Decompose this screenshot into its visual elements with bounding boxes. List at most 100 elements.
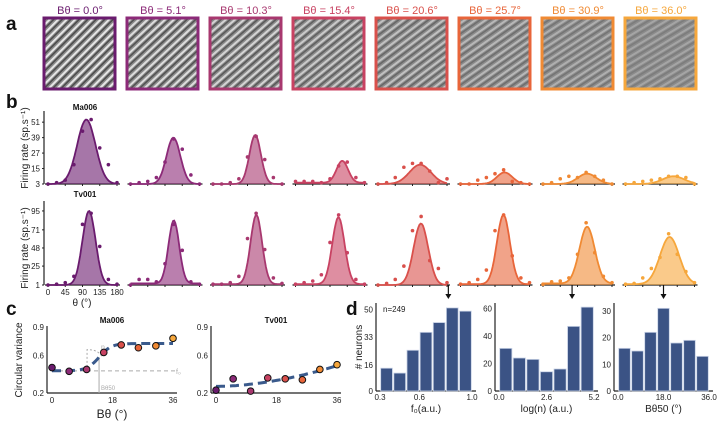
histogram-bar	[446, 307, 459, 392]
tuning-data-point	[254, 211, 258, 216]
slope-guide	[86, 349, 103, 371]
c-data-point	[169, 334, 177, 343]
histogram-bar	[499, 347, 513, 392]
d-ytick-label: 20	[483, 360, 492, 369]
tuning-data-point	[445, 177, 449, 181]
tuning-data-point	[419, 161, 423, 166]
panel-c-circular-variance: Ma006 0.2 0.6 0.9 0 18 36 n f₀ Bθ50 Tv001 0.2 0.6 0.9…	[14, 316, 342, 421]
tuning-data-point	[336, 213, 341, 217]
b-ytick-label: 48	[31, 244, 40, 253]
d-ytick-label: 10	[602, 360, 611, 369]
tuning-data-point	[640, 179, 645, 184]
stimulus-image	[540, 16, 615, 91]
tuning-data-point	[610, 182, 614, 186]
tuning-data-point	[154, 280, 159, 284]
tuning-data-point	[80, 222, 85, 227]
tuning-data-point	[393, 277, 398, 282]
tuning-data-point	[237, 274, 241, 279]
tuning-data-point	[211, 182, 215, 186]
tuning-data-point	[436, 266, 441, 271]
c-xtick-label: 18	[108, 396, 117, 405]
tuning-data-point	[280, 281, 284, 286]
c-data-point	[281, 375, 290, 383]
histogram-bar	[631, 350, 644, 392]
tuning-data-point	[510, 254, 515, 258]
tuning-data-point	[362, 180, 367, 185]
tuning-data-point	[458, 182, 463, 186]
stimulus-image	[374, 16, 449, 91]
d-xtick-label: 0.0	[612, 393, 624, 402]
tuning-data-point	[467, 182, 471, 186]
tuning-fit-curve	[460, 171, 530, 185]
tuning-data-point	[376, 283, 380, 287]
histogram-bar	[512, 357, 526, 392]
tuning-data-point	[632, 180, 636, 185]
d-xtick-label: 0.0	[493, 393, 505, 402]
c-data-point	[152, 342, 160, 350]
tuning-data-point	[137, 277, 141, 282]
tuning-data-point	[467, 280, 471, 285]
tuning-data-point	[293, 282, 298, 287]
tuning-data-point	[692, 280, 697, 285]
tuning-data-point	[649, 178, 654, 182]
tuning-data-point	[128, 182, 133, 186]
tuning-data-point	[197, 182, 202, 186]
tuning-data-point	[115, 282, 119, 287]
tuning-data-point	[145, 277, 150, 282]
c-data-point	[117, 341, 126, 349]
tuning-data-point	[519, 276, 523, 280]
tuning-data-point	[623, 282, 628, 287]
histogram-bar	[618, 347, 631, 392]
tuning-fit-curve	[543, 225, 613, 285]
tuning-data-point	[97, 244, 102, 249]
panel-label-a: a	[6, 14, 17, 35]
c-xlabel: Bθ (°)	[97, 407, 128, 421]
tuning-data-point	[106, 277, 111, 282]
tuning-data-point	[402, 165, 406, 170]
tuning-data-point	[197, 282, 202, 287]
tuning-data-point	[666, 174, 671, 179]
tuning-data-point	[54, 282, 59, 287]
d-xtick-label: 0.3	[374, 393, 386, 402]
histogram-bar	[696, 355, 709, 392]
c-ytick-label: 0.6	[33, 351, 45, 360]
histogram-bar	[406, 349, 420, 392]
tuning-data-point	[302, 179, 306, 184]
b-xtick-label: 45	[61, 288, 70, 297]
c-data-point	[65, 367, 73, 376]
c-data-point	[134, 343, 143, 352]
tuning-data-point	[106, 162, 111, 167]
c-data-point	[229, 375, 237, 383]
c-ytick-label: 0.9	[197, 323, 209, 332]
tuning-fit-curve	[295, 216, 365, 286]
median-arrowhead-icon	[569, 294, 576, 299]
tuning-data-point	[228, 280, 233, 285]
histogram-bar	[526, 358, 540, 392]
stimulus-label: Bθ = 25.7°	[469, 5, 521, 17]
tuning-data-point	[293, 179, 298, 184]
tuning-data-point	[219, 282, 224, 287]
d-xlabel: f₀(a.u.)	[411, 404, 441, 415]
tuning-data-point	[410, 228, 415, 233]
b-ytick-label: 71	[31, 226, 40, 235]
d-xtick-label: 2.6	[541, 393, 553, 402]
tuning-data-point	[163, 261, 167, 266]
tuning-data-point	[567, 276, 571, 280]
tuning-data-point	[63, 280, 68, 285]
tuning-data-point	[475, 277, 480, 282]
tuning-data-point	[302, 280, 306, 285]
d-xlabel: log(n) (a.u.)	[521, 404, 573, 415]
b-ytick-label: 25	[31, 262, 40, 271]
histogram-bar	[380, 367, 393, 392]
tuning-data-point	[658, 177, 662, 181]
tuning-data-point	[584, 170, 588, 175]
tuning-data-point	[575, 175, 580, 180]
tuning-data-point	[610, 280, 614, 285]
b-ytick-label: 27	[31, 149, 40, 158]
tuning-data-point	[623, 182, 628, 186]
tuning-data-point	[475, 178, 480, 182]
tuning-data-point	[484, 268, 489, 272]
d-ylabel: # neurons	[354, 325, 365, 369]
b-ytick-label: 51	[31, 118, 40, 127]
panel-label-d: d	[346, 299, 358, 320]
